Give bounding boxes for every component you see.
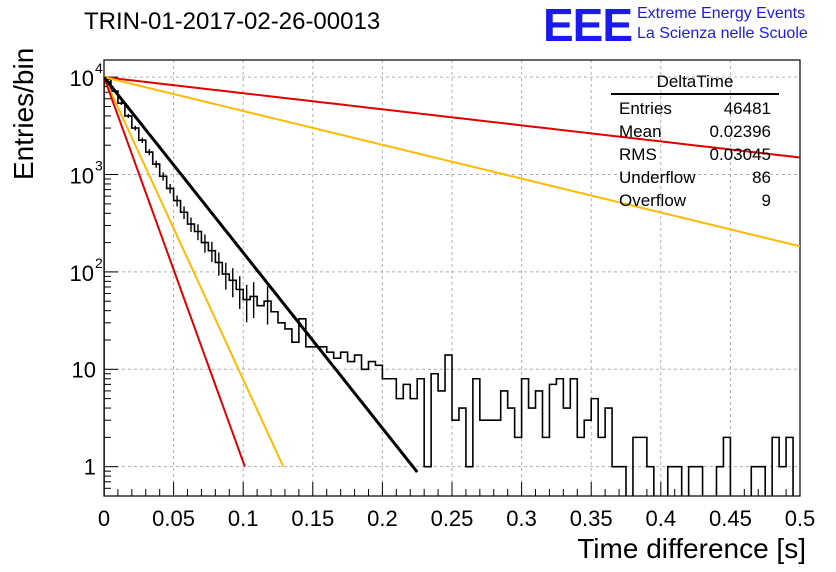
y-tick-exponent: 2 bbox=[95, 255, 103, 271]
x-tick-label: 0.4 bbox=[646, 506, 677, 531]
histogram-bins bbox=[104, 76, 800, 496]
x-tick-label: 0 bbox=[98, 506, 110, 531]
stats-label: Underflow bbox=[619, 168, 696, 187]
stats-row-entries: Entries 46481 bbox=[611, 97, 779, 120]
x-tick-label: 0.05 bbox=[152, 506, 195, 531]
histogram-outline bbox=[104, 78, 794, 496]
stats-box: DeltaTime Entries 46481 Mean 0.02396 RMS… bbox=[611, 72, 779, 212]
y-tick-exponent: 4 bbox=[95, 60, 103, 76]
stats-divider bbox=[611, 93, 779, 95]
stats-label: Mean bbox=[619, 122, 662, 141]
stats-value: 86 bbox=[752, 168, 771, 187]
orange-reference-line bbox=[104, 76, 800, 248]
x-tick-label: 0.45 bbox=[709, 506, 752, 531]
exponential-fit-line bbox=[104, 76, 419, 473]
stats-value: 9 bbox=[761, 191, 771, 210]
x-tick-label: 0.25 bbox=[431, 506, 474, 531]
stats-label: RMS bbox=[619, 145, 657, 164]
stats-row-underflow: Underflow 86 bbox=[611, 166, 779, 189]
stats-row-mean: Mean 0.02396 bbox=[611, 120, 779, 143]
red-reference-line bbox=[104, 76, 800, 159]
y-axis-label: Entries/bin bbox=[8, 47, 39, 180]
stats-label: Entries bbox=[619, 99, 672, 118]
y-tick-label: 10 bbox=[70, 261, 94, 286]
y-tick-label: 10 bbox=[70, 66, 94, 91]
y-tick-label: 1 bbox=[84, 455, 96, 480]
x-tick-label: 0.1 bbox=[228, 506, 259, 531]
red-reference-line bbox=[104, 76, 246, 467]
x-tick-label: 0.3 bbox=[506, 506, 537, 531]
stats-row-overflow: Overflow 9 bbox=[611, 189, 779, 212]
stats-value: 0.02396 bbox=[709, 122, 771, 141]
x-tick-label: 0.5 bbox=[785, 506, 816, 531]
logo-tagline-2: La Scienza nelle Scuole bbox=[637, 25, 808, 42]
y-tick-label: 10 bbox=[72, 357, 96, 382]
stats-value: 46481 bbox=[723, 99, 771, 118]
stats-row-rms: RMS 0.03045 bbox=[611, 143, 779, 166]
y-tick-label: 10 bbox=[70, 164, 94, 189]
x-axis-label: Time difference [s] bbox=[577, 533, 806, 564]
stats-title: DeltaTime bbox=[656, 72, 734, 91]
orange-reference-line bbox=[104, 76, 285, 468]
y-tick-exponent: 3 bbox=[95, 158, 103, 174]
eee-logo: EEE bbox=[543, 0, 633, 51]
x-tick-label: 0.35 bbox=[570, 506, 613, 531]
chart-title: TRIN-01-2017-02-26-00013 bbox=[84, 8, 381, 35]
stats-label: Overflow bbox=[619, 191, 687, 210]
stats-value: 0.03045 bbox=[709, 145, 771, 164]
logo-tagline-1: Extreme Energy Events bbox=[637, 5, 806, 22]
x-tick-label: 0.15 bbox=[291, 506, 334, 531]
x-tick-label: 0.2 bbox=[367, 506, 398, 531]
